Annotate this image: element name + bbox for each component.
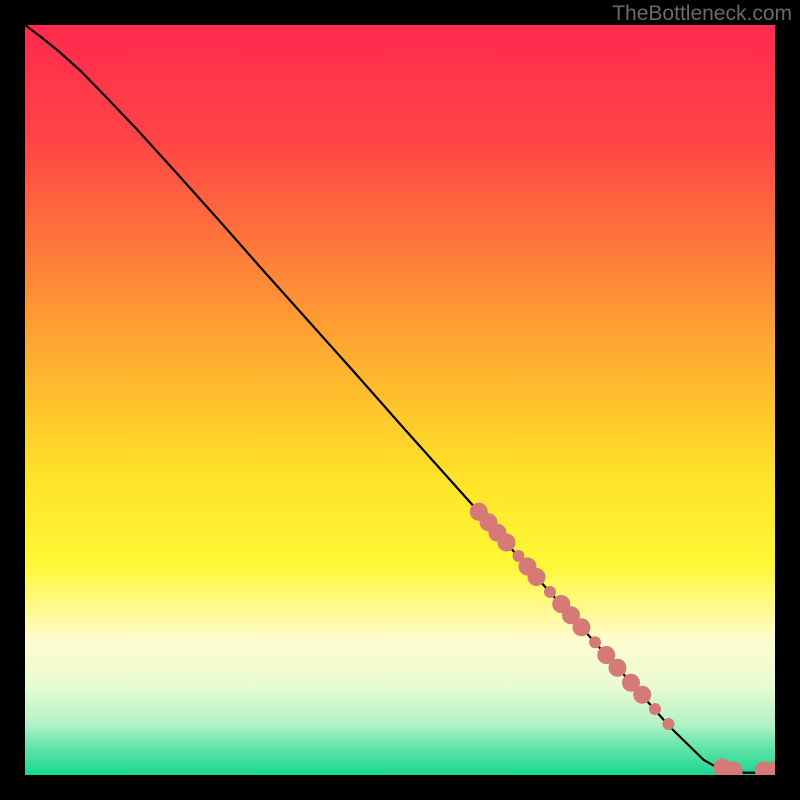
data-marker bbox=[609, 659, 627, 677]
data-marker bbox=[498, 534, 516, 552]
data-marker bbox=[528, 568, 546, 586]
data-marker bbox=[573, 618, 591, 636]
data-marker bbox=[649, 703, 661, 715]
gradient-background bbox=[25, 25, 775, 775]
data-marker bbox=[589, 636, 601, 648]
plot-svg bbox=[25, 25, 775, 775]
plot-area bbox=[25, 25, 775, 775]
data-marker bbox=[544, 586, 556, 598]
data-marker bbox=[633, 686, 651, 704]
chart-container: TheBottleneck.com bbox=[0, 0, 800, 800]
watermark-text: TheBottleneck.com bbox=[612, 2, 792, 26]
data-marker bbox=[663, 718, 675, 730]
